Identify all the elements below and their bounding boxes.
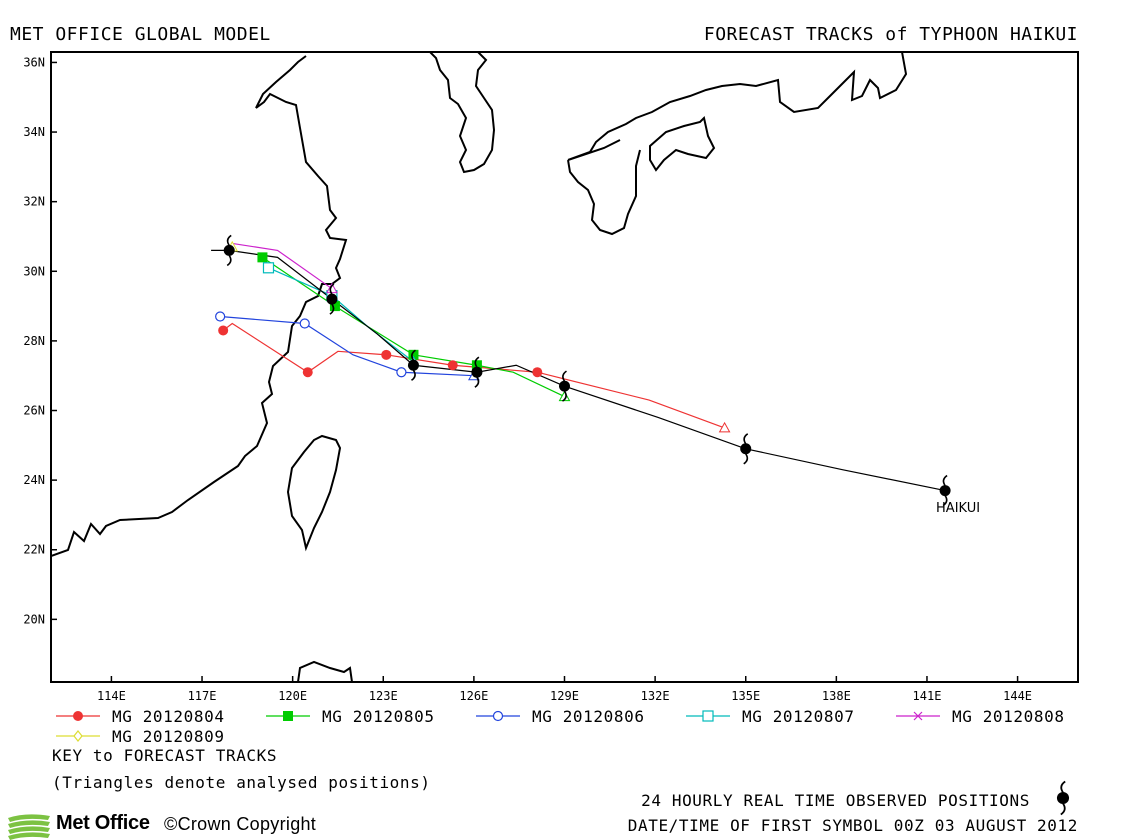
china-coastline xyxy=(51,55,348,557)
forecast-track-line xyxy=(232,242,333,290)
typhoon-symbol-icon xyxy=(1056,780,1070,816)
legend-swatch-marker xyxy=(73,730,83,742)
key-note: (Triangles denote analysed positions) xyxy=(52,773,431,792)
lon-tick-label: 138E xyxy=(822,689,851,703)
forecast-marker xyxy=(447,360,458,371)
coastline-layer xyxy=(51,52,908,682)
lat-tick-label: 24N xyxy=(23,473,45,487)
forecast-track-line xyxy=(268,267,414,363)
legend-layer: MG 20120804 MG 20120805 MG 20120806 MG 2012… xyxy=(56,707,1065,746)
title-right: FORECAST TRACKS of TYPHOON HAIKUI xyxy=(703,24,1078,45)
typhoon-symbol-icon xyxy=(939,474,951,507)
observed-positions-note: 24 HOURLY REAL TIME OBSERVED POSITIONS xyxy=(641,791,1030,810)
lon-tick-label: 114E xyxy=(97,689,126,703)
forecast-marker xyxy=(299,318,310,329)
legend-swatch-marker xyxy=(73,711,83,721)
lon-tick-label: 120E xyxy=(278,689,307,703)
typhoon-symbol-icon xyxy=(471,356,483,388)
lat-tick-label: 20N xyxy=(23,612,45,626)
legend-label: MG 20120805 xyxy=(322,707,435,726)
typhoon-symbol-icon xyxy=(223,234,235,267)
typhoon-symbol-icon xyxy=(559,370,570,402)
legend-swatch-marker xyxy=(913,711,923,721)
legend-label: MG 20120809 xyxy=(112,727,225,746)
forecast-track-line xyxy=(220,315,474,377)
title-left: MET OFFICE GLOBAL MODEL xyxy=(10,24,271,45)
lat-tick-label: 28N xyxy=(23,334,45,348)
met-office-logo: Met Office ©Crown Copyright xyxy=(6,812,366,840)
lon-tick-label: 129E xyxy=(550,689,579,703)
legend-swatch-marker xyxy=(702,710,714,722)
forecast-marker xyxy=(471,360,482,371)
storm-name-label: HAIKUI xyxy=(936,501,980,516)
lat-tick-label: 34N xyxy=(23,125,45,139)
forecast-marker xyxy=(381,349,392,360)
japan-coastline xyxy=(567,52,908,236)
lon-tick-label: 135E xyxy=(731,689,760,703)
lon-tick-label: 123E xyxy=(369,689,398,703)
korea-coastline xyxy=(429,52,496,174)
forecast-marker xyxy=(532,367,543,378)
forecast-marker xyxy=(302,367,313,378)
forecast-marker xyxy=(329,301,340,312)
lat-tick-label: 30N xyxy=(23,264,45,278)
legend-swatch-marker xyxy=(283,711,293,721)
typhoon-symbol-icon xyxy=(1056,780,1070,816)
lon-tick-label: 117E xyxy=(188,689,217,703)
forecast-marker xyxy=(257,252,268,263)
legend-label: MG 20120807 xyxy=(742,707,855,726)
lon-tick-label: 126E xyxy=(459,689,488,703)
lat-tick-label: 36N xyxy=(23,55,45,69)
lat-tick-label: 32N xyxy=(23,195,45,209)
taiwan-coastline xyxy=(286,434,342,552)
lat-tick-label: 22N xyxy=(23,543,45,557)
lat-tick-label: 26N xyxy=(23,404,45,418)
plot-frame xyxy=(50,51,1079,683)
key-title: KEY to FORECAST TRACKS xyxy=(52,746,278,765)
forecast-track-line xyxy=(262,256,565,398)
forecast-marker xyxy=(408,349,419,360)
lon-tick-label: 132E xyxy=(641,689,670,703)
forecast-marker xyxy=(218,325,229,336)
forecast-marker xyxy=(262,262,275,274)
luzon-coastline xyxy=(297,660,353,682)
met-office-swoosh-icon xyxy=(8,814,50,840)
analysed-position-triangle xyxy=(718,421,731,433)
axes-layer: 114E 117E 120E 123E 126E 129E 132E 135E 138E 141E… xyxy=(23,55,1032,703)
typhoon-symbol-icon xyxy=(326,283,338,315)
forecast-marker xyxy=(215,311,226,322)
first-symbol-datetime: DATE/TIME OF FIRST SYMBOL 00Z 03 AUGUST … xyxy=(627,816,1078,835)
legend-label: MG 20120808 xyxy=(952,707,1065,726)
lon-tick-label: 141E xyxy=(913,689,942,703)
legend-label: MG 20120806 xyxy=(532,707,645,726)
logo-text: Met Office xyxy=(56,812,150,834)
tracks-layer: HAIKUI xyxy=(211,234,980,516)
legend-swatch-marker xyxy=(492,710,504,722)
copyright-text: ©Crown Copyright xyxy=(164,814,317,834)
lon-tick-label: 144E xyxy=(1003,689,1032,703)
forecast-marker xyxy=(396,367,407,378)
typhoon-symbol-icon xyxy=(407,349,419,381)
legend-label: MG 20120804 xyxy=(112,707,225,726)
typhoon-symbol-icon xyxy=(740,433,752,465)
